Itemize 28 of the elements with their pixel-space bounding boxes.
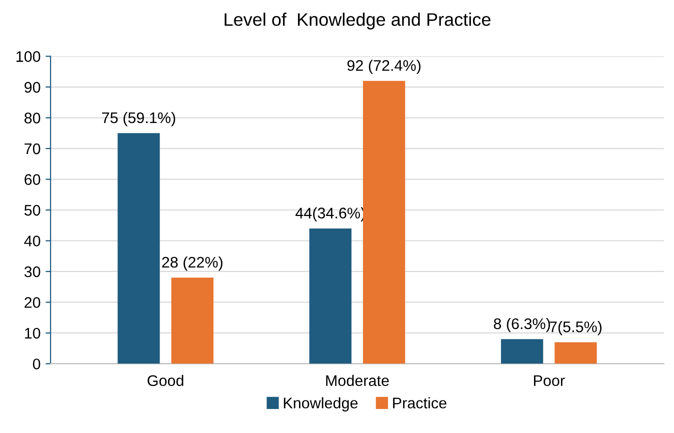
data-label: 92 (72.4%)	[347, 60, 420, 74]
bar	[362, 80, 406, 364]
y-tick-label: 100	[16, 51, 40, 62]
bar	[500, 339, 544, 364]
y-tick-label: 0	[32, 358, 40, 370]
x-tick-label: Poor	[534, 375, 565, 386]
bar	[118, 133, 160, 364]
y-tick-label: 20	[24, 297, 40, 308]
y-tick-label: 90	[24, 82, 40, 93]
y-tick-label: 40	[24, 236, 40, 246]
y-tick-label: 50	[24, 204, 40, 216]
data-label: 75 (59.1%)	[102, 112, 176, 126]
y-tick-label: 10	[25, 328, 40, 339]
y-tick-label: 30	[24, 266, 40, 278]
data-label: 7(5.5%)	[550, 321, 602, 336]
y-tick-label: 60	[24, 174, 40, 185]
legend-label: Knowledge	[284, 397, 358, 412]
bar	[309, 228, 352, 364]
data-label: 28 (22%)	[162, 256, 222, 271]
legend-label: Practice	[393, 397, 446, 408]
chart-title: Level of Knowledge and Practice	[224, 12, 490, 30]
bar	[554, 342, 597, 364]
x-tick-label: Good	[148, 374, 184, 386]
x-tick-label: Moderate	[326, 374, 389, 386]
data-label: 8 (6.3%)	[494, 318, 550, 332]
y-tick-label: 80	[24, 112, 40, 124]
y-tick-label: 70	[24, 143, 40, 154]
bar	[171, 278, 214, 364]
